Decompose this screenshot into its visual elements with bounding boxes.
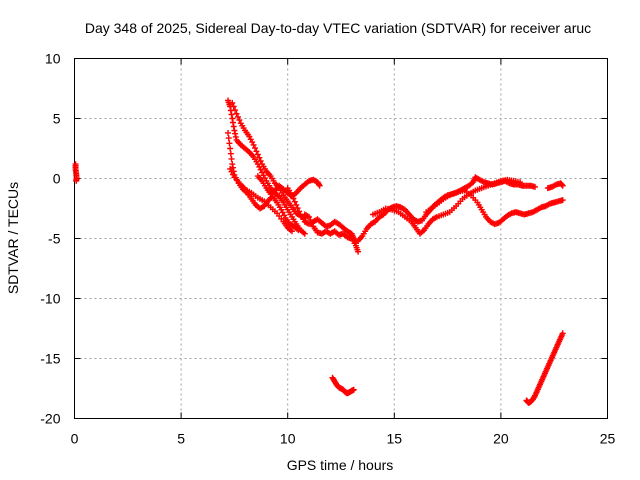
x-tick-label: 5: [177, 431, 185, 447]
series-track-j: [423, 187, 566, 228]
x-axis-title: GPS time / hours: [287, 457, 394, 473]
y-tick-label: 5: [53, 111, 61, 127]
data-point: [355, 248, 362, 255]
data-point: [233, 110, 240, 117]
data-point: [232, 133, 239, 140]
data-point: [295, 227, 302, 234]
data-point: [306, 213, 313, 220]
y-tick-label: 0: [53, 171, 61, 187]
data-point: [250, 141, 257, 148]
data-point: [257, 157, 264, 164]
data-point: [532, 183, 539, 190]
data-point: [232, 130, 239, 137]
series-track-e: [254, 173, 323, 200]
y-axis-title: SDTVAR / TECUs: [5, 182, 21, 294]
data-point: [234, 113, 241, 120]
y-tick-label: -20: [40, 411, 60, 427]
data-point: [559, 181, 566, 188]
data-point: [315, 181, 322, 188]
y-tick-label: -5: [48, 231, 61, 247]
x-tick-label: 10: [280, 431, 296, 447]
data-point: [253, 148, 260, 155]
series-start: [72, 161, 80, 184]
y-tick-label: -15: [40, 351, 60, 367]
data-point: [252, 145, 259, 152]
data-point: [226, 140, 233, 147]
y-tick-label: -10: [40, 291, 60, 307]
data-point: [236, 117, 243, 124]
data-point: [559, 197, 566, 204]
data-point: [294, 205, 301, 212]
data-point: [517, 179, 524, 186]
data-point: [296, 208, 303, 215]
series-track-k: [544, 180, 566, 192]
tick-labels: 0 5 10 15 20 25 10 5 0 -5 -10 -15 -20: [40, 51, 615, 447]
data-point: [559, 330, 566, 337]
data-point: [228, 155, 235, 162]
data-point: [301, 230, 308, 237]
x-tick-label: 0: [71, 431, 79, 447]
data-point: [230, 123, 237, 130]
series-segment-end: [523, 330, 566, 406]
data-point: [256, 154, 263, 161]
data-point: [307, 217, 314, 224]
data-point: [308, 220, 315, 227]
data-point: [230, 103, 237, 110]
data-point: [288, 192, 295, 199]
data-point: [254, 151, 261, 158]
grid: [74, 58, 608, 419]
x-tick-label: 25: [600, 431, 616, 447]
data-point: [288, 228, 295, 235]
data-point: [290, 195, 297, 202]
data-point: [232, 107, 239, 114]
data-point: [293, 201, 300, 208]
x-tick-label: 15: [387, 431, 403, 447]
chart-title: Day 348 of 2025, Sidereal Day-to-day VTE…: [85, 20, 591, 36]
data-point: [73, 177, 80, 184]
series-track-d: [227, 165, 295, 235]
series-track-g: [301, 211, 362, 255]
series-track-a: [225, 97, 308, 237]
data-point: [231, 127, 238, 134]
data-point: [229, 164, 236, 171]
data-point: [229, 115, 236, 122]
series-segment-mid: [329, 374, 357, 397]
data-point: [228, 111, 235, 118]
data-point: [350, 386, 357, 393]
data-point: [225, 135, 232, 142]
x-tick-label: 20: [493, 431, 509, 447]
ticks: [74, 58, 608, 419]
data-marks: [72, 97, 566, 406]
data-point: [229, 161, 236, 168]
data-point: [229, 119, 236, 126]
data-point: [227, 150, 234, 157]
data-point: [225, 129, 232, 136]
data-point: [559, 182, 566, 189]
y-tick-label: 10: [45, 51, 61, 67]
data-point: [229, 99, 236, 106]
data-point: [291, 198, 298, 205]
data-point: [316, 182, 323, 189]
data-point: [227, 145, 234, 152]
